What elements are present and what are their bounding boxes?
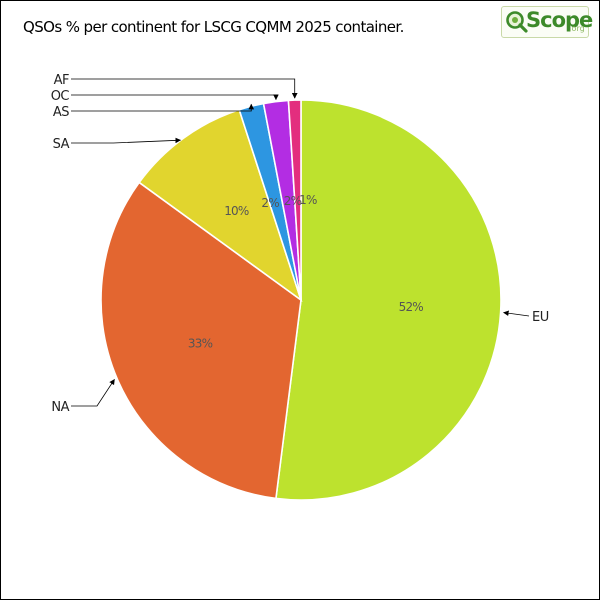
pct-label-na: 33% <box>188 337 213 351</box>
pct-label-as: 2% <box>261 196 279 210</box>
pie-slice-af <box>287 99 302 301</box>
leader-line-oc <box>71 94 279 101</box>
category-label-eu: EU <box>532 310 549 325</box>
logo-text: Scope <box>526 8 593 32</box>
leader-lines <box>71 78 530 407</box>
pie-slice-eu <box>275 99 502 501</box>
pct-label-oc: 2% <box>284 194 302 208</box>
category-label-oc: OC <box>51 89 70 104</box>
pie-slice-na <box>100 181 302 500</box>
leader-line-as <box>71 103 255 112</box>
pie-slices <box>100 99 502 501</box>
leader-line-sa <box>71 137 182 144</box>
leader-line-eu <box>503 310 530 317</box>
percentage-labels: 52%33%10%2% 2%1% <box>188 193 424 351</box>
category-label-af: AF <box>54 73 69 88</box>
category-label-as: AS <box>53 105 69 120</box>
leader-line-na <box>71 378 115 407</box>
pct-label-eu: 52% <box>399 300 424 314</box>
pie-slice-sa <box>138 108 303 303</box>
leader-line-af <box>71 78 298 99</box>
category-label-sa: SA <box>53 137 70 152</box>
chart-title: QSOs % per continent for LSCG CQMM 2025 … <box>23 18 404 36</box>
logo-suffix: .org <box>569 24 585 33</box>
category-label-na: NA <box>51 400 69 415</box>
pct-label-sa: 10% <box>224 204 249 218</box>
q-magnifier-icon <box>506 11 528 33</box>
qscope-logo: Scope .org <box>501 6 593 38</box>
pct-label-af: 1% <box>299 193 317 207</box>
